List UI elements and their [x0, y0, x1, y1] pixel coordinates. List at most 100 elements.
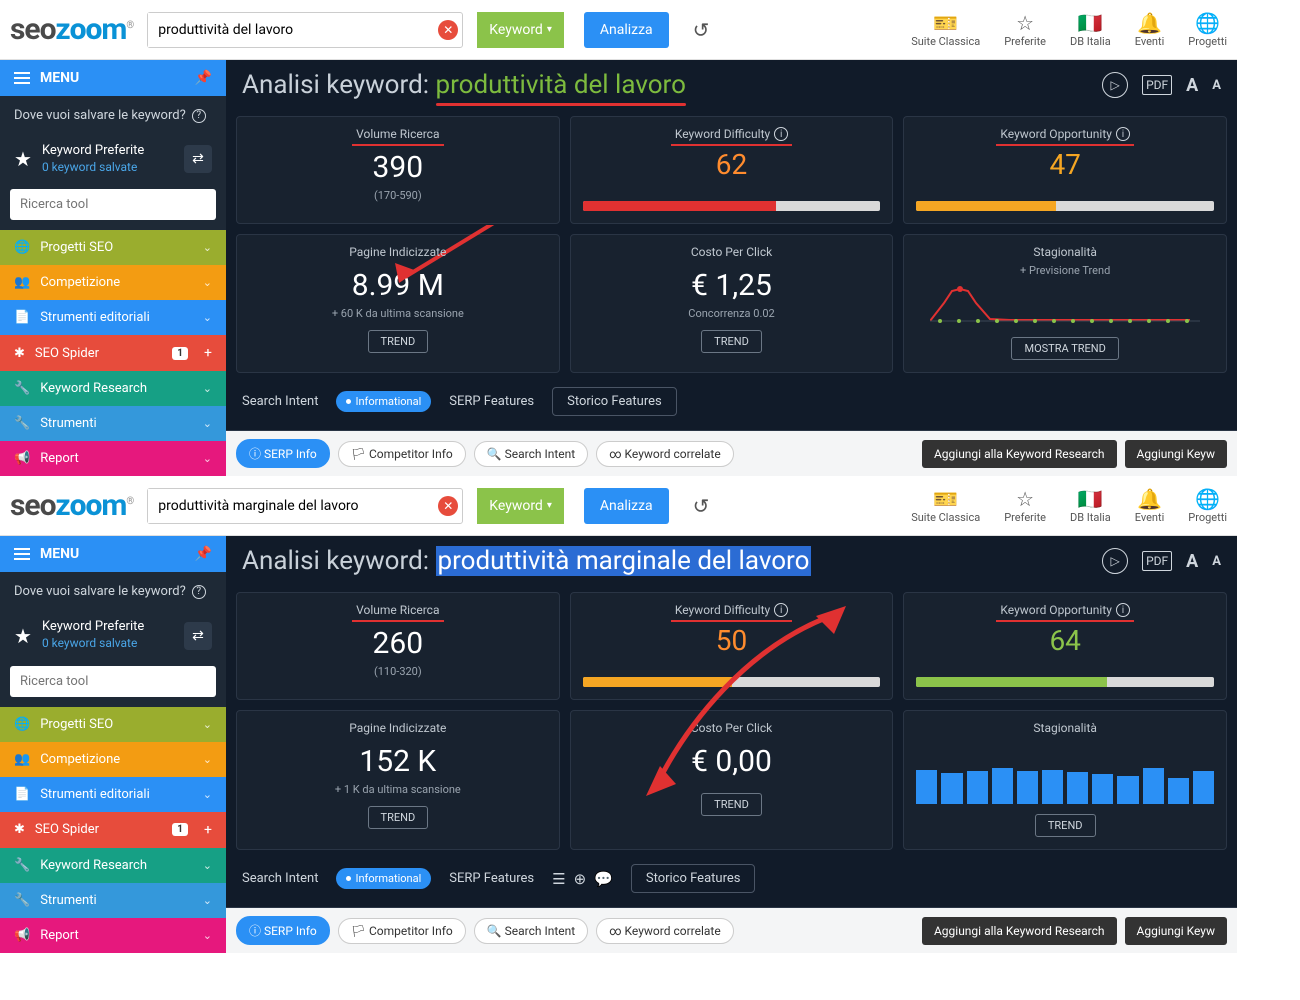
analyze-button[interactable]: Analizza: [584, 12, 669, 48]
intent-pill: Informational: [336, 868, 431, 889]
save-question: Dove vuoi salvare le keyword? ?: [0, 96, 226, 135]
trend-button[interactable]: TREND: [701, 793, 762, 816]
topnav-preferite[interactable]: ☆Preferite: [1004, 487, 1046, 524]
topnav-progetti[interactable]: 🌐Progetti: [1188, 11, 1227, 48]
tool-search-input[interactable]: [10, 666, 216, 697]
keyword-type-dropdown[interactable]: Keyword ▾: [477, 488, 564, 524]
trend-button[interactable]: TREND: [1035, 814, 1096, 837]
topnav-eventi[interactable]: 🔔Eventi: [1135, 11, 1165, 48]
font-small-icon[interactable]: A: [1212, 554, 1221, 569]
info-icon[interactable]: i: [1116, 127, 1130, 141]
search-wrap: ✕: [147, 488, 463, 524]
save-question: Dove vuoi salvare le keyword? ?: [0, 572, 226, 611]
keyword-search-input[interactable]: [148, 13, 438, 47]
tool-search: [10, 666, 216, 697]
nav-progetti-seo[interactable]: 🌐Progetti SEO⌄: [0, 230, 226, 265]
topnav-eventi[interactable]: 🔔Eventi: [1135, 487, 1165, 524]
add-keyword-research-button[interactable]: Aggiungi alla Keyword Research: [922, 440, 1117, 468]
trend-button[interactable]: TREND: [701, 330, 762, 353]
kd-value: 62: [583, 148, 881, 181]
nav-icon: 🔧: [14, 416, 30, 431]
clear-search-icon[interactable]: ✕: [438, 496, 458, 516]
tab-competitor-info[interactable]: 🏳 Competitor Info: [338, 918, 466, 944]
nav-report[interactable]: 📢Report⌄: [0, 918, 226, 953]
font-small-icon[interactable]: A: [1212, 78, 1221, 93]
add-keyword-research-button[interactable]: Aggiungi alla Keyword Research: [922, 917, 1117, 945]
tab-search-intent[interactable]: 🔍 Search Intent: [474, 918, 589, 944]
topnav-preferite[interactable]: ☆Preferite: [1004, 11, 1046, 48]
clear-search-icon[interactable]: ✕: [438, 20, 458, 40]
show-trend-button[interactable]: MOSTRA TREND: [1011, 337, 1118, 360]
pin-icon[interactable]: 📌: [195, 70, 212, 86]
page-header: Analisi keyword: produttività marginale …: [226, 536, 1237, 582]
tab-competitor-info[interactable]: 🏳 Competitor Info: [338, 441, 466, 467]
info-icon[interactable]: i: [1116, 603, 1130, 617]
info-icon[interactable]: i: [774, 603, 788, 617]
nav-report[interactable]: 📢Report⌄: [0, 441, 226, 476]
info-icon[interactable]: ?: [192, 109, 206, 123]
keyword-preferite[interactable]: ★ Keyword Preferite0 keyword salvate ⇄: [0, 611, 226, 665]
main-content: Analisi keyword: produttività marginale …: [226, 536, 1237, 953]
topnav-db-italia[interactable]: 🇮🇹DB Italia: [1070, 11, 1111, 48]
pdf-icon[interactable]: PDF: [1142, 75, 1172, 95]
nav-keyword-research[interactable]: 🔧Keyword Research⌄: [0, 371, 226, 406]
swap-icon[interactable]: ⇄: [184, 145, 212, 173]
nav-strumenti-editoriali[interactable]: 📄Strumenti editoriali⌄: [0, 777, 226, 812]
add-keyword-button[interactable]: Aggiungi Keyw: [1125, 440, 1227, 468]
topnav-db-italia[interactable]: 🇮🇹DB Italia: [1070, 487, 1111, 524]
add-keyword-button[interactable]: Aggiungi Keyw: [1125, 917, 1227, 945]
nav-strumenti[interactable]: 🔧Strumenti⌄: [0, 883, 226, 918]
tab-search-intent[interactable]: 🔍 Search Intent: [474, 441, 589, 467]
swap-icon[interactable]: ⇄: [184, 622, 212, 650]
keyword-type-dropdown[interactable]: Keyword ▾: [477, 12, 564, 48]
nav-icon: ✱: [14, 346, 25, 361]
pin-icon[interactable]: 📌: [195, 546, 212, 562]
font-large-icon[interactable]: A: [1186, 75, 1198, 96]
play-icon[interactable]: ▷: [1102, 548, 1128, 574]
info-icon[interactable]: ?: [192, 585, 206, 599]
kd-value: 50: [583, 624, 881, 657]
kd-card: Keyword Difficulty i 62: [570, 116, 894, 224]
cpc-label: Costo Per Click: [691, 245, 772, 259]
topnav-suite-classica[interactable]: 🎫Suite Classica: [911, 11, 980, 48]
nav-icon: 📄: [14, 310, 30, 325]
nav-strumenti[interactable]: 🔧Strumenti⌄: [0, 406, 226, 441]
trend-button[interactable]: TREND: [368, 330, 429, 353]
history-icon[interactable]: ↺: [693, 18, 710, 42]
pdf-icon[interactable]: PDF: [1142, 551, 1172, 571]
volume-range: (110-320): [249, 665, 547, 678]
nav-seo-spider[interactable]: ✱SEO Spider1+: [0, 812, 226, 848]
menu-header[interactable]: MENU📌: [0, 60, 226, 96]
nav-seo-spider[interactable]: ✱SEO Spider1+: [0, 335, 226, 371]
storico-features-button[interactable]: Storico Features: [552, 387, 677, 416]
font-large-icon[interactable]: A: [1186, 551, 1198, 572]
topnav-suite-classica[interactable]: 🎫Suite Classica: [911, 487, 980, 524]
keyword-preferite[interactable]: ★ Keyword Preferite0 keyword salvate ⇄: [0, 135, 226, 189]
nav-progetti-seo[interactable]: 🌐Progetti SEO⌄: [0, 707, 226, 742]
nav-strumenti-editoriali[interactable]: 📄Strumenti editoriali⌄: [0, 300, 226, 335]
page-title: Analisi keyword: produttività marginale …: [242, 546, 811, 576]
tab-serp-info[interactable]: ⓘ SERP Info: [236, 916, 330, 945]
menu-header[interactable]: MENU📌: [0, 536, 226, 572]
tab-keyword-correlate[interactable]: ∞ Keyword correlate: [596, 918, 733, 944]
storico-features-button[interactable]: Storico Features: [631, 864, 756, 893]
play-icon[interactable]: ▷: [1102, 72, 1128, 98]
nav-keyword-research[interactable]: 🔧Keyword Research⌄: [0, 848, 226, 883]
nav-competizione[interactable]: 👥Competizione⌄: [0, 265, 226, 300]
trend-button[interactable]: TREND: [368, 806, 429, 829]
analyze-button[interactable]: Analizza: [584, 488, 669, 524]
tab-serp-info[interactable]: ⓘ SERP Info: [236, 439, 330, 468]
intent-row: Search Intent Informational SERP Feature…: [226, 373, 1237, 430]
nav-competizione[interactable]: 👥Competizione⌄: [0, 742, 226, 777]
search-intent-label: Search Intent: [242, 394, 318, 409]
tool-search-input[interactable]: [10, 189, 216, 220]
tab-keyword-correlate[interactable]: ∞ Keyword correlate: [596, 441, 733, 467]
info-icon[interactable]: i: [774, 127, 788, 141]
topbar: seozoom® ✕ Keyword ▾ Analizza ↺ 🎫Suite C…: [0, 476, 1237, 536]
history-icon[interactable]: ↺: [693, 494, 710, 518]
ko-value: 47: [916, 148, 1214, 181]
nav-icon: ✱: [14, 822, 25, 837]
keyword-search-input[interactable]: [148, 489, 438, 523]
topnav-progetti[interactable]: 🌐Progetti: [1188, 487, 1227, 524]
tool-search: [10, 189, 216, 220]
